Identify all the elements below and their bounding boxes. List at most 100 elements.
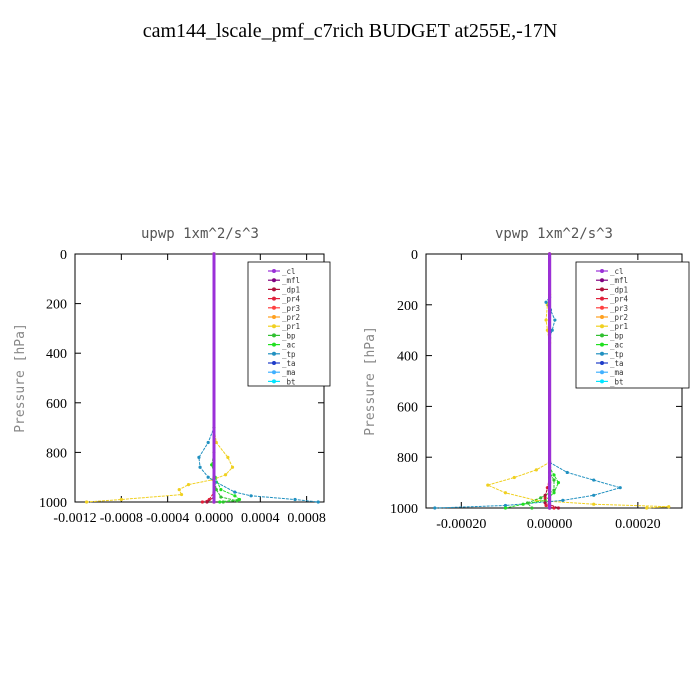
data-point — [550, 328, 554, 332]
data-point — [544, 318, 548, 322]
data-point — [525, 501, 530, 505]
series-line-dp1 — [544, 254, 559, 509]
data-point — [645, 506, 649, 510]
data-point — [212, 252, 216, 256]
data-point — [206, 440, 210, 445]
chart-upwp: upwp 1xm^2/s^3 Pressure [hPa] 0 200 400 600 80… — [13, 226, 331, 526]
data-point — [503, 503, 508, 508]
y-tick-label: 800 — [397, 451, 418, 466]
data-point — [543, 493, 547, 497]
chart-vpwp: vpwp 1xm^2/s^3 Pressure [hPa] 0 200 400 600 80… — [363, 226, 690, 532]
legend-marker — [600, 351, 604, 356]
data-point — [249, 494, 253, 498]
legend-label: _ma — [282, 368, 296, 377]
legend-label: _tp — [282, 350, 296, 359]
data-point — [119, 497, 123, 502]
legend-label: _bt — [610, 377, 624, 386]
chart-title: vpwp 1xm^2/s^3 — [495, 226, 613, 242]
legend-marker — [600, 296, 604, 301]
legend-label: _pr4 — [610, 295, 629, 304]
data-point — [592, 478, 596, 482]
data-point — [552, 473, 556, 477]
legend-marker — [272, 296, 276, 301]
legend-marker — [600, 287, 604, 292]
legend-label: _mfl — [282, 276, 300, 285]
data-point — [219, 495, 223, 499]
data-point — [512, 475, 516, 480]
data-point — [530, 506, 534, 510]
data-point — [316, 500, 320, 504]
legend-marker — [272, 315, 276, 319]
x-tick-label: 0.0004 — [241, 511, 280, 526]
series-line-pr4 — [202, 254, 215, 503]
data-point — [667, 505, 671, 509]
legend-label: _pr3 — [610, 304, 628, 313]
data-point — [486, 483, 490, 487]
data-point — [547, 252, 552, 256]
data-point — [503, 506, 508, 510]
data-point — [226, 455, 230, 459]
legend-marker — [600, 379, 604, 384]
legend-marker — [600, 370, 604, 375]
y-axis-label: Pressure [hPa] — [13, 323, 28, 433]
data-point — [206, 475, 210, 479]
legend-label: _cl — [282, 267, 296, 276]
x-tick-label: -0.00020 — [436, 517, 486, 532]
data-point — [212, 500, 216, 504]
x-tick-label: -0.0012 — [53, 511, 96, 526]
data-point — [293, 497, 297, 502]
legend-marker — [600, 361, 604, 365]
legend-label: _pr1 — [282, 322, 300, 331]
legend-marker — [272, 379, 276, 384]
x-tick-label: 0.0000 — [195, 511, 234, 526]
data-point — [503, 491, 508, 495]
page-title: cam144_lscale_pmf_c7rich BUDGET at255E,-… — [142, 20, 558, 42]
legend: _cl_mfl_dp1_pr4_pr3_pr2_pr1_bp_ac_tp_ta_… — [575, 261, 690, 389]
data-point — [565, 470, 569, 475]
legend-marker — [272, 351, 276, 356]
legend-label: _dp1 — [282, 285, 300, 294]
legend-marker — [272, 333, 276, 338]
legend-marker — [272, 269, 276, 273]
data-point — [553, 318, 557, 322]
y-tick-label: 200 — [397, 299, 418, 314]
data-point — [552, 478, 556, 482]
data-point — [552, 491, 556, 495]
legend-marker — [600, 333, 604, 338]
legend-label: _ac — [610, 341, 624, 350]
legend-marker — [272, 278, 276, 283]
data-point — [218, 500, 222, 504]
data-point — [200, 500, 204, 504]
legend-label: _bp — [282, 331, 296, 340]
legend-label: _pr4 — [282, 295, 301, 304]
legend-marker — [272, 287, 276, 292]
legend-box — [247, 261, 331, 387]
y-tick-label: 1000 — [390, 502, 418, 517]
legend-marker — [272, 370, 276, 375]
legend-marker — [272, 324, 276, 329]
data-point — [179, 492, 184, 497]
data-point — [552, 488, 556, 492]
legend-label: _pr2 — [282, 313, 300, 322]
data-point — [544, 503, 548, 508]
data-point — [84, 500, 89, 504]
data-point — [539, 496, 543, 500]
data-point — [186, 483, 191, 487]
y-tick-label: 600 — [46, 397, 67, 412]
data-point — [197, 455, 201, 459]
series-line-pr1 — [86, 254, 234, 503]
data-point — [205, 500, 209, 504]
y-axis-label: Pressure [hPa] — [363, 326, 378, 436]
data-point — [233, 494, 237, 498]
x-tick-label: 0.0008 — [287, 511, 326, 526]
data-point — [223, 473, 228, 477]
legend-label: _pr2 — [610, 313, 628, 322]
data-point — [198, 465, 202, 469]
data-point — [618, 486, 622, 490]
legend-marker — [272, 361, 276, 365]
legend-label: _tp — [610, 350, 624, 359]
y-tick-label: 0 — [60, 248, 67, 263]
legend-marker — [600, 305, 604, 310]
legend-marker — [600, 315, 604, 319]
